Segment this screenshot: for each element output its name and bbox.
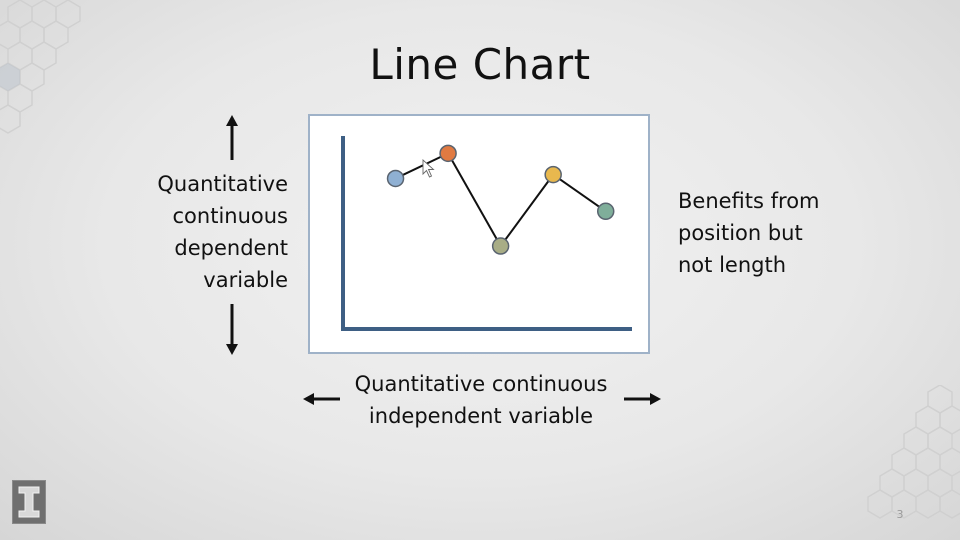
slide-title: Line Chart bbox=[369, 40, 591, 89]
benefit-note-line: Benefits from bbox=[678, 189, 820, 213]
slide-number: 3 bbox=[896, 508, 904, 521]
block-i-icon bbox=[18, 486, 40, 518]
arrow-down-icon bbox=[226, 304, 238, 355]
mouse-cursor-icon bbox=[422, 158, 435, 178]
benefit-note: Benefits from position but not length bbox=[678, 185, 858, 281]
y-axis-description-line: Quantitative bbox=[157, 172, 288, 196]
data-point bbox=[596, 202, 615, 221]
hexagon-pattern-bottom-right bbox=[867, 385, 960, 519]
series-line-segment bbox=[499, 174, 554, 247]
x-axis-description-line: independent variable bbox=[368, 404, 594, 428]
x-axis-description: Quantitative continuous independent vari… bbox=[330, 368, 632, 432]
data-point bbox=[544, 165, 562, 184]
arrow-right-icon bbox=[624, 393, 661, 405]
data-point bbox=[491, 237, 510, 255]
benefit-note-line: position but bbox=[678, 221, 803, 245]
arrow-left-icon bbox=[303, 393, 340, 405]
line-chart bbox=[341, 136, 632, 331]
university-block-i-logo bbox=[12, 480, 46, 524]
x-axis-description-line: Quantitative continuous bbox=[354, 372, 608, 396]
series-line-segment bbox=[552, 173, 607, 213]
data-point bbox=[439, 144, 457, 163]
series-line-segment bbox=[395, 152, 449, 180]
y-axis-description-line: continuous bbox=[172, 204, 289, 228]
benefit-note-line: not length bbox=[678, 253, 787, 277]
series-line-segment bbox=[447, 152, 502, 247]
y-axis-description-line: dependent bbox=[174, 236, 288, 260]
arrow-up-icon bbox=[226, 115, 238, 160]
y-axis-description-line: variable bbox=[203, 268, 288, 292]
y-axis-description: Quantitative continuous dependent variab… bbox=[130, 168, 288, 296]
data-point bbox=[386, 169, 405, 188]
hexagon-pattern-top-left bbox=[0, 0, 81, 134]
chart-frame bbox=[308, 114, 650, 354]
